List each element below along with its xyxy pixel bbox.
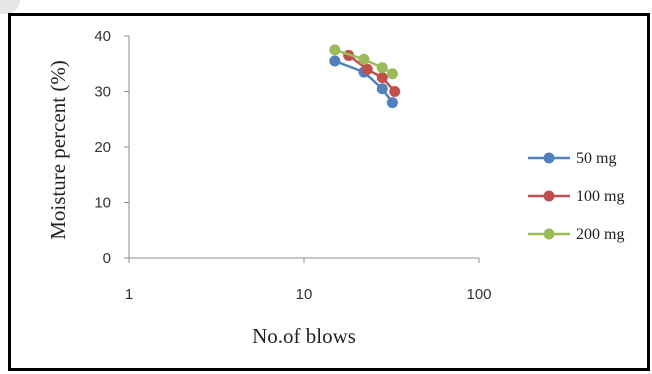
series-line bbox=[334, 48, 394, 75]
x-tick-label: 10 bbox=[296, 286, 313, 303]
legend: 50 mg 100 mg 200 mg bbox=[528, 150, 624, 243]
x-tick-labels: 1 10 100 bbox=[125, 286, 492, 303]
data-point bbox=[386, 68, 398, 80]
series-line bbox=[334, 59, 394, 104]
y-tick-label: 30 bbox=[94, 84, 111, 101]
series-group bbox=[329, 44, 401, 109]
x-tick-label: 1 bbox=[125, 286, 133, 303]
data-point bbox=[329, 44, 341, 56]
series-0 bbox=[329, 55, 398, 109]
x-axis-label: No.of blows bbox=[252, 324, 356, 348]
y-tick-labels: 0 10 20 30 40 bbox=[94, 28, 111, 267]
y-tick-label: 40 bbox=[94, 28, 111, 45]
legend-entry: 100 mg bbox=[528, 188, 624, 205]
y-tick-label: 10 bbox=[94, 195, 111, 212]
y-tick-label: 20 bbox=[94, 139, 111, 156]
legend-entry: 50 mg bbox=[528, 150, 616, 167]
legend-entry: 200 mg bbox=[528, 226, 624, 243]
data-point bbox=[329, 55, 341, 67]
series-2 bbox=[329, 44, 398, 80]
chart-frame bbox=[8, 13, 650, 371]
legend-label: 200 mg bbox=[576, 226, 624, 243]
legend-swatch-marker bbox=[543, 190, 555, 202]
data-point bbox=[376, 72, 388, 84]
data-point bbox=[389, 86, 401, 97]
x-tick-label: 100 bbox=[466, 286, 491, 303]
data-point bbox=[376, 83, 388, 95]
data-point bbox=[358, 53, 370, 65]
y-tick-label: 0 bbox=[103, 250, 111, 267]
data-point bbox=[361, 63, 373, 75]
y-axis-label: Moisture percent (%) bbox=[46, 60, 70, 240]
data-point bbox=[376, 62, 388, 74]
legend-swatch-marker bbox=[543, 228, 555, 240]
legend-swatch-marker bbox=[543, 152, 555, 164]
series-line bbox=[347, 54, 396, 93]
window-corner bbox=[0, 0, 20, 14]
axes bbox=[124, 35, 480, 263]
data-point bbox=[386, 97, 398, 109]
legend-label: 50 mg bbox=[576, 150, 616, 167]
legend-label: 100 mg bbox=[576, 188, 624, 205]
